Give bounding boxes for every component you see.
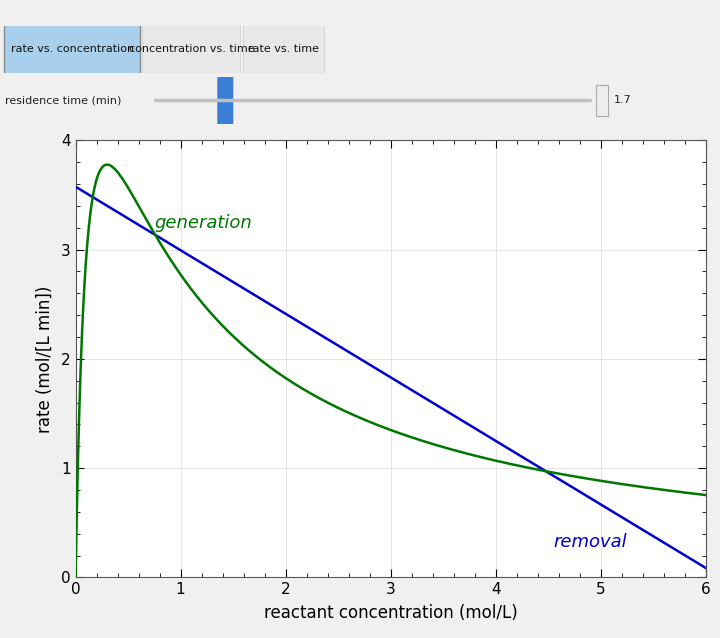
- Y-axis label: rate (mol/[L min]): rate (mol/[L min]): [36, 285, 54, 433]
- X-axis label: reactant concentration (mol/L): reactant concentration (mol/L): [264, 604, 518, 622]
- FancyBboxPatch shape: [143, 6, 240, 93]
- FancyBboxPatch shape: [243, 6, 325, 93]
- FancyBboxPatch shape: [596, 85, 608, 115]
- FancyBboxPatch shape: [4, 6, 140, 93]
- Text: generation: generation: [154, 214, 252, 232]
- Text: concentration vs. time: concentration vs. time: [129, 45, 254, 54]
- FancyBboxPatch shape: [217, 34, 233, 167]
- Text: 1.7: 1.7: [614, 96, 631, 105]
- Text: rate vs. concentration: rate vs. concentration: [11, 45, 134, 54]
- Text: residence time (min): residence time (min): [5, 96, 122, 105]
- Text: removal: removal: [554, 533, 627, 551]
- Text: rate vs. time: rate vs. time: [248, 45, 320, 54]
